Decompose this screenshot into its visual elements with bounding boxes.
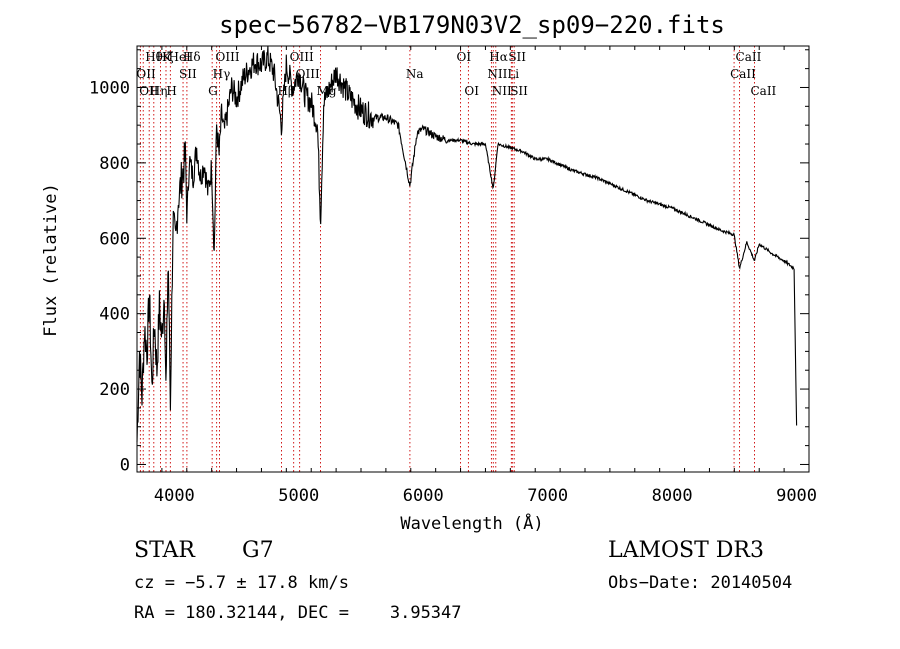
x-tick-label: 8000 xyxy=(652,486,693,506)
spectral-line-label: G xyxy=(208,84,218,98)
spectral-line-label: OIII xyxy=(296,67,320,81)
chart-title: spec−56782−VB179N03V2_sp09−220.fits xyxy=(219,11,725,39)
spectral-line-label: Hγ xyxy=(213,67,231,81)
spectral-line-label: OI xyxy=(457,50,472,64)
flux-series-line xyxy=(136,45,798,443)
y-tick-label: 600 xyxy=(99,229,130,249)
spectral-line-label: H xyxy=(166,84,176,98)
spectral-line-label: SII xyxy=(179,67,197,81)
spectral-line-labels: OIIOIIHθHηHζHeIKHSIIHδGHγOIIIHβOIIIOIIIM… xyxy=(136,50,776,98)
spectral-line-label: K xyxy=(162,50,172,64)
x-tick-label: 7000 xyxy=(527,486,568,506)
y-tick-label: 800 xyxy=(99,154,130,174)
spectral-line-label: NII xyxy=(492,84,512,98)
object-class: STAR xyxy=(134,538,195,563)
y-tick-label: 1000 xyxy=(89,78,130,98)
spectral-line-label: Hη xyxy=(150,84,168,98)
spectral-line-label: OI xyxy=(464,84,479,98)
spectral-line-label: HeI xyxy=(169,50,192,64)
x-axis: 4000 5000 6000 7000 8000 9000 xyxy=(136,46,817,506)
x-tick-label: 4000 xyxy=(154,486,195,506)
object-subclass: G7 xyxy=(242,538,274,563)
y-tick-label: 400 xyxy=(99,305,130,325)
spectral-line-label: CaII xyxy=(750,84,776,98)
y-axis: 0 200 400 600 800 1000 xyxy=(89,49,809,475)
x-axis-label: Wavelength (Å) xyxy=(400,512,543,534)
coordinates: RA = 180.32144, DEC = 3.95347 xyxy=(134,603,462,623)
observation-date: Obs−Date: 20140504 xyxy=(608,573,793,593)
spectral-line-label: Li xyxy=(507,67,519,81)
spectral-line-label: Hζ xyxy=(157,50,174,64)
y-tick-label: 0 xyxy=(120,455,130,475)
spectral-line-label: CaII xyxy=(730,67,756,81)
plot-frame xyxy=(136,45,810,473)
spectral-line-label: OIII xyxy=(290,50,314,64)
spectral-line-label: OIII xyxy=(216,50,240,64)
x-tick-label: 5000 xyxy=(278,486,319,506)
spectral-line-label: NII xyxy=(487,67,507,81)
spectral-line-label: Hα xyxy=(489,50,508,64)
spectral-line-markers xyxy=(139,46,755,472)
spectral-line-label: SII xyxy=(510,84,528,98)
spectral-line-label: Hδ xyxy=(183,50,201,64)
x-tick-label: 6000 xyxy=(403,486,444,506)
y-axis-label: Flux (relative) xyxy=(41,183,61,337)
spectral-line-label: OII xyxy=(136,67,156,81)
redshift-value: cz = −5.7 ± 17.8 km/s xyxy=(134,573,349,593)
x-tick-label: 9000 xyxy=(776,486,817,506)
survey-name: LAMOST DR3 xyxy=(608,538,764,563)
spectral-line-label: CaII xyxy=(736,50,762,64)
y-tick-label: 200 xyxy=(99,380,130,400)
spectral-line-label: Na xyxy=(406,67,424,81)
spectral-line-label: SII xyxy=(508,50,526,64)
spectral-line-label: Hβ xyxy=(277,84,294,98)
spectral-line-label: Hθ xyxy=(145,50,163,64)
